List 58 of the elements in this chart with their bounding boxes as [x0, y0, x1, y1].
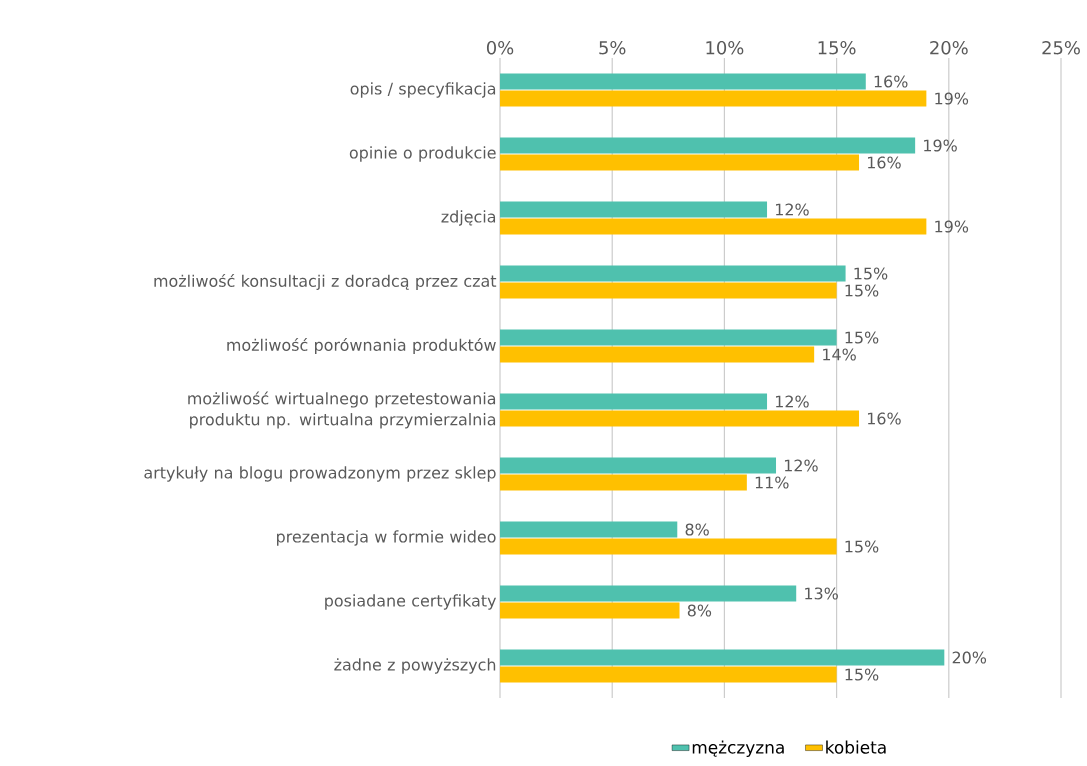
x-tick-label: 10%: [706, 40, 744, 55]
bar: [500, 474, 747, 491]
y-tick-label: zdjęcia: [441, 210, 496, 226]
bar: [500, 666, 837, 683]
data-label: 12%: [784, 459, 818, 472]
y-tick-label: opis / specyfikacja: [350, 82, 496, 98]
data-label: 15%: [845, 284, 879, 297]
data-label: 8%: [687, 604, 712, 617]
data-label: 12%: [775, 203, 809, 216]
data-label: 11%: [755, 476, 789, 489]
y-tick-label: prezentacja w formie wideo: [277, 530, 496, 546]
x-tick-label: 25%: [1042, 40, 1080, 55]
x-tick-label: 20%: [930, 40, 968, 55]
legend-label: mężczyzna: [692, 740, 784, 757]
data-label: 15%: [845, 331, 879, 344]
bar: [500, 282, 837, 299]
y-tick-label: możliwość konsultacji z doradcą przez czat: [154, 273, 497, 291]
y-tick-label: możliwość porównania produktów: [227, 337, 496, 355]
bar: [500, 521, 678, 538]
data-label: 16%: [868, 412, 901, 425]
bar: [500, 90, 927, 107]
y-tick-label: opinie o produkcie: [349, 146, 496, 162]
bar: [500, 346, 815, 363]
data-label: 19%: [935, 220, 969, 233]
x-tick-label: 15%: [818, 40, 856, 55]
data-label: 16%: [874, 75, 908, 88]
bar: [500, 538, 837, 555]
x-tick-label: 0%: [486, 40, 514, 55]
y-tick-label: żadne z powyższych: [334, 658, 496, 674]
data-label: 15%: [854, 267, 888, 280]
data-label: 12%: [775, 395, 809, 408]
bar: [500, 265, 846, 282]
bar: [500, 218, 927, 235]
bar: [500, 585, 797, 602]
y-tick-label: możliwość wirtualnego przetestowania produktu np. wirtualna przymierzalnia: [188, 391, 496, 429]
data-label: 16%: [868, 156, 901, 169]
data-label: 19%: [924, 139, 957, 152]
data-label: 14%: [823, 348, 856, 361]
y-tick-label: posiadane certyfikaty: [325, 594, 497, 610]
bar: [500, 73, 866, 90]
y-tick-label: artykuły na blogu prowadzonym przez sklep: [144, 466, 496, 482]
bar: [500, 393, 768, 410]
bar: [500, 137, 916, 154]
data-label: 13%: [805, 587, 838, 600]
bar: [500, 154, 860, 171]
bar: [500, 201, 768, 218]
bar: [500, 602, 680, 619]
bar: [500, 329, 837, 346]
data-label: 20%: [952, 651, 987, 664]
x-tick-label: 5%: [599, 40, 626, 55]
bar: [500, 457, 777, 474]
data-label: 15%: [845, 668, 879, 681]
data-label: 8%: [685, 523, 709, 536]
bar: [500, 410, 860, 427]
legend-label: kobieta: [826, 740, 886, 754]
bar: [500, 649, 945, 666]
data-label: 15%: [845, 540, 879, 553]
data-label: 19%: [935, 92, 969, 105]
